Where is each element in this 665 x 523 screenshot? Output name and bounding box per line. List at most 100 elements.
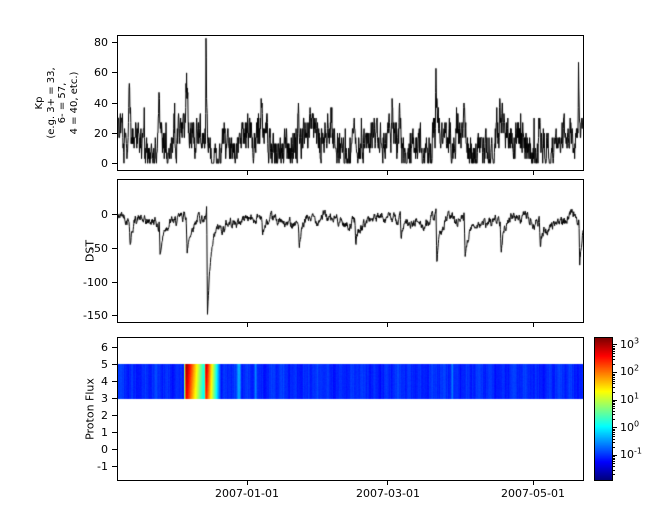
flux-y-tick-mark [112,465,117,467]
dst-x-tick-mark [246,323,248,327]
dst-y-tick-mark [112,248,117,250]
colorbar-major-tick [613,344,617,346]
kp-plot-canvas [117,35,584,171]
colorbar-minor-tick [613,408,615,410]
colorbar-major-tick [613,427,617,429]
kp-y-tick-label: 40 [94,96,108,110]
kp-y-tick-label: 0 [101,156,108,170]
kp-y-tick-mark [112,132,117,134]
x-tick-label-jan: 2007-01-01 [215,487,279,500]
kp-x-tick-mark [387,171,389,175]
colorbar-tick-label: 10-1 [620,446,642,462]
kp-y-tick-label: 80 [94,36,108,50]
colorbar-minor-tick [613,404,615,406]
kp-y-tick-label: 60 [94,66,108,80]
colorbar-minor-tick [613,376,615,378]
flux-y-tick-label: 3 [101,391,108,405]
colorbar-minor-tick [613,446,615,448]
colorbar-minor-tick [613,459,615,461]
flux-y-tick-mark [112,363,117,365]
x-tick-label-mar: 2007-03-01 [356,487,420,500]
dst-y-tick-label: 0 [101,208,108,222]
colorbar-minor-tick [613,378,615,380]
colorbar-minor-tick [613,401,615,403]
flux-y-tick-label: 6 [101,340,108,354]
colorbar-minor-tick [613,380,615,382]
dst-y-tick-mark [112,315,117,317]
proton-flux-heatmap-canvas [117,337,584,481]
colorbar-minor-tick [613,391,615,393]
colorbar-minor-tick [613,442,615,444]
kp-y-tick-label: 20 [94,126,108,140]
colorbar-minor-tick [613,430,615,432]
dst-y-tick-label: -50 [90,242,108,256]
flux-y-tick-mark [112,380,117,382]
colorbar-canvas [594,337,613,481]
dst-y-tick-mark [112,281,117,283]
flux-y-tick-mark [112,448,117,450]
flux-x-tick-mark [532,481,534,485]
dst-plot-canvas [117,179,584,323]
colorbar-tick-label: 103 [620,336,640,351]
flux-y-tick-label: 4 [101,374,108,388]
colorbar-minor-tick [613,463,615,465]
kp-x-tick-mark [532,171,534,175]
colorbar-minor-tick [613,419,615,421]
colorbar-minor-tick [613,349,615,351]
colorbar-minor-tick [613,435,615,437]
colorbar-major-tick [613,399,617,401]
colorbar-minor-tick [613,469,615,471]
dst-x-tick-mark [532,323,534,327]
colorbar-minor-tick [613,355,615,357]
colorbar-minor-tick [613,411,615,412]
flux-y-tick-mark [112,397,117,399]
flux-y-tick-label: 2 [101,408,108,422]
flux-y-tick-label: 0 [101,442,108,456]
kp-y-tick-mark [112,42,117,44]
colorbar-minor-tick [613,359,615,361]
colorbar-minor-tick [613,386,615,388]
colorbar-tick-label: 102 [620,363,640,379]
colorbar-minor-tick [613,375,615,377]
colorbar-tick-label: 100 [620,418,640,434]
dst-y-tick-label: -150 [83,309,108,323]
dst-y-tick-mark [112,214,117,216]
colorbar-minor-tick [613,438,615,440]
colorbar-minor-tick [613,373,615,375]
colorbar-minor-tick [613,466,615,468]
flux-y-tick-label: 5 [101,357,108,371]
dst-y-tick-label: -100 [83,275,108,289]
dst-x-tick-mark [387,323,389,327]
colorbar-minor-tick [613,406,615,408]
colorbar-minor-tick [613,431,615,433]
kp-y-tick-mark [112,162,117,164]
colorbar-minor-tick [613,474,615,476]
flux-y-tick-label: 1 [101,425,108,439]
kp-y-tick-mark [112,102,117,104]
colorbar-minor-tick [613,351,615,352]
flux-y-tick-mark [112,414,117,416]
colorbar-minor-tick [613,383,615,385]
flux-y-tick-label: -1 [97,459,108,473]
colorbar-minor-tick [613,364,615,366]
x-tick-label-may: 2007-05-01 [501,487,565,500]
colorbar-minor-tick [613,346,615,348]
flux-y-tick-mark [112,346,117,348]
colorbar-major-tick [613,454,617,456]
colorbar-minor-tick [613,353,615,355]
colorbar-minor-tick [613,457,615,459]
colorbar-minor-tick [613,428,615,430]
flux-y-tick-mark [112,431,117,433]
colorbar-minor-tick [613,402,615,404]
colorbar-major-tick [613,371,617,373]
colorbar-minor-tick [613,461,615,463]
colorbar-minor-tick [613,433,615,435]
colorbar-tick-label: 101 [620,391,640,407]
colorbar-minor-tick [613,456,615,458]
colorbar-minor-tick [613,414,615,416]
flux-x-tick-mark [246,481,248,485]
kp-y-tick-mark [112,72,117,74]
flux-x-tick-mark [387,481,389,485]
colorbar-minor-tick [613,347,615,349]
